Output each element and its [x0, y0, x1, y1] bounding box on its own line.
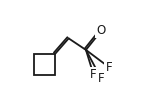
Bar: [34, 54, 55, 75]
Text: F: F: [98, 72, 105, 85]
Text: F: F: [90, 68, 97, 81]
Text: O: O: [97, 24, 106, 37]
Text: F: F: [106, 61, 112, 74]
